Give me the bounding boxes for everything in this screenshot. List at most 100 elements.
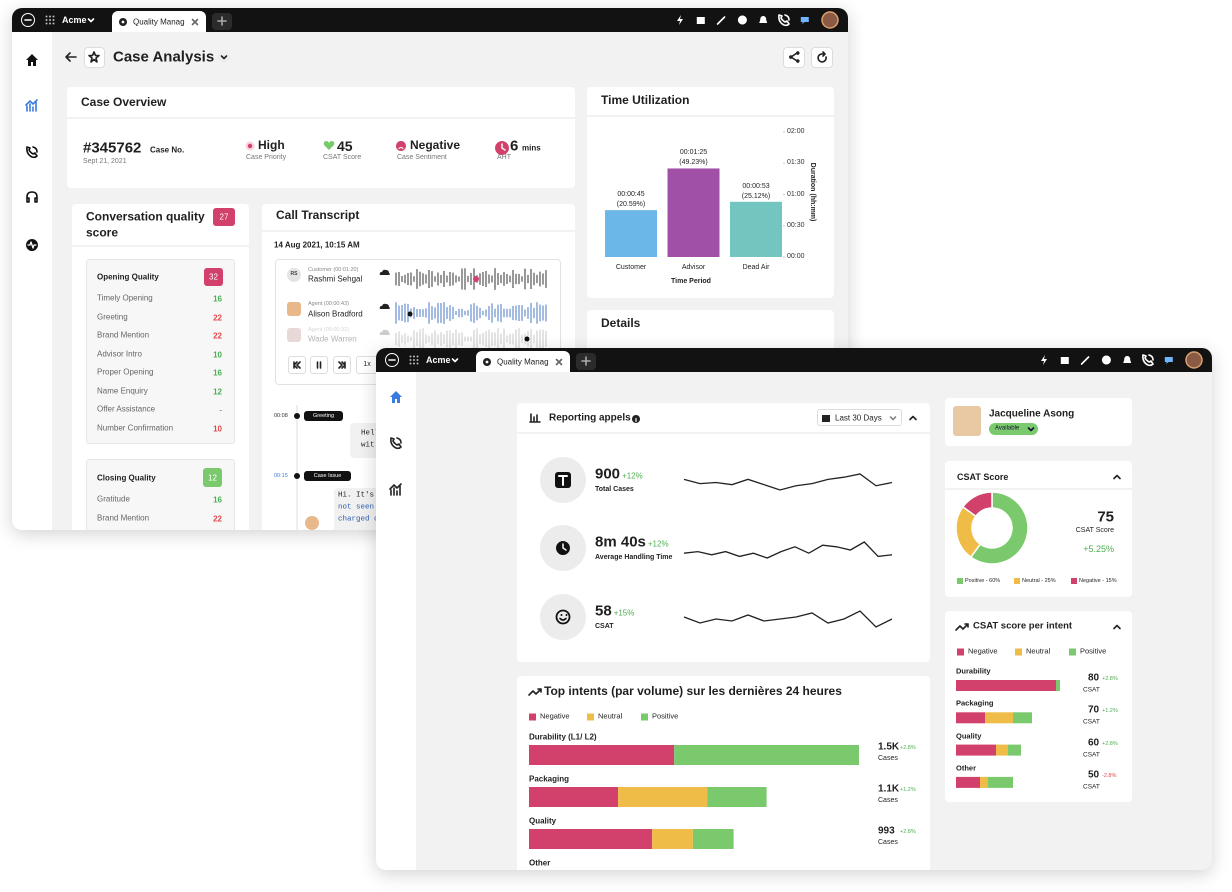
legend-label: Negative [968, 646, 998, 656]
legend-label: Neutral - 25% [1022, 577, 1056, 584]
status-label[interactable]: Available [995, 425, 1020, 432]
csat-intent-card [945, 611, 1132, 802]
stat-label: AHT [497, 153, 511, 161]
criterion-name: Timely Opening [97, 293, 153, 303]
criterion-name: Advisor Intro [97, 348, 142, 358]
y-tick-label: 00:30 [787, 221, 805, 229]
card-title: Case Overview [81, 95, 167, 110]
category-label: Quality [956, 731, 982, 741]
card-title: Top intents (par volume) sur les dernièr… [544, 684, 842, 699]
tab[interactable] [112, 11, 206, 32]
criterion-score: 12 [213, 386, 222, 396]
criterion-name: Greeting [97, 311, 128, 321]
stat-value: 6 [510, 137, 519, 155]
metric-value: 900 [595, 465, 621, 483]
org-name[interactable]: Acme [62, 14, 87, 25]
favorite-button[interactable] [84, 47, 105, 68]
case-id-label: Case No. [150, 145, 185, 155]
value-label: 00:00:53 [742, 182, 770, 190]
event-tag: Case Issue [313, 472, 342, 479]
criterion-score: - [219, 405, 222, 415]
metric-change: +15% [613, 608, 635, 618]
new-tab-button[interactable] [576, 353, 596, 370]
score-badge [213, 208, 235, 226]
intent-score: 60 [1088, 736, 1100, 748]
legend-label: Positive - 60% [965, 577, 1001, 584]
card-title: Call Transcript [276, 208, 360, 223]
message-line: not seen [338, 503, 375, 512]
org-name[interactable]: Acme [426, 354, 451, 365]
speaker-name: Alison Bradford [308, 309, 363, 319]
criterion-score: 22 [213, 312, 222, 322]
title-menu [218, 51, 230, 63]
stat-label: Case Priority [246, 153, 287, 161]
new-tab-button[interactable] [212, 13, 232, 30]
player-button[interactable] [288, 356, 306, 374]
tag-pill [304, 471, 351, 481]
card-title: CSAT score per intent [973, 620, 1073, 632]
case-date: Sept 21, 2021 [83, 157, 127, 165]
y-axis-label: Duration (hh:mm) [809, 162, 817, 222]
criterion-name: Brand Mention [97, 330, 150, 340]
intent-unit: CSAT [1083, 718, 1100, 726]
legend-label: Positive [652, 711, 679, 721]
status-pill[interactable] [989, 423, 1038, 435]
metric-label: Total Cases [595, 485, 634, 493]
icon-part [220, 55, 228, 60]
date-range[interactable]: Last 30 Days [835, 413, 882, 423]
message-line: wit [361, 441, 375, 450]
category-label: Other [529, 858, 551, 868]
criterion-name: Number Confirmation [97, 422, 174, 432]
legend-label: Neutral [598, 711, 623, 721]
intent-score: 70 [1088, 704, 1100, 716]
criterion-score: 16 [213, 294, 222, 304]
category-label: Quality [529, 816, 557, 826]
intent-score: 80 [1088, 672, 1100, 684]
category-label: Packaging [956, 698, 994, 708]
stat-value: High [258, 138, 285, 153]
speaker-name: Rashmi Sehgal [308, 274, 363, 284]
refresh-button[interactable] [811, 47, 833, 68]
legend-label: Negative [540, 711, 570, 721]
profile-avatar [953, 406, 981, 436]
criterion-name: Name Enquiry [97, 385, 148, 395]
score-badge [203, 468, 222, 487]
speaker-name: Wade Warren [308, 334, 357, 344]
tab-title[interactable]: Quality Manag [133, 17, 185, 27]
criterion-score: 16 [213, 495, 222, 505]
stat-label: CSAT Score [323, 153, 362, 161]
criterion-score: 10 [213, 423, 222, 433]
share-label: (20.59%) [616, 201, 646, 209]
total-unit: Cases [878, 754, 898, 762]
metric-value: 58 [595, 602, 612, 620]
score-badge-text: 12 [208, 473, 217, 483]
date-range-dropdown[interactable] [817, 409, 902, 426]
player-button[interactable] [333, 356, 351, 374]
card-title: Time Utilization [601, 93, 690, 108]
stat-value: Negative [410, 138, 461, 153]
card-title: Reporting appels [549, 412, 631, 424]
criterion-score: 22 [213, 331, 222, 341]
intent-unit: CSAT [1083, 750, 1100, 758]
speed-label[interactable]: 1x [363, 360, 371, 368]
total-change: +2.8% [900, 744, 916, 751]
x-tick-label: Advisor [681, 263, 706, 271]
criterion-name: Brand Mention [97, 512, 150, 522]
criterion-score: 16 [213, 368, 222, 378]
intent-score: 50 [1088, 769, 1100, 781]
stat-value: 45 [337, 137, 353, 154]
score-badge-text: 32 [209, 272, 218, 282]
total-value: 1.1K [878, 783, 900, 795]
player-button[interactable] [310, 356, 328, 374]
y-tick-label: 02:00 [787, 127, 805, 135]
event-tag: Greeting [312, 412, 335, 419]
metric-change: +12% [622, 471, 643, 481]
card-title: Details [601, 316, 641, 331]
tab[interactable] [476, 351, 570, 372]
card-title: Conversation quality score [86, 209, 205, 239]
total-unit: Cases [878, 838, 898, 846]
tab-title[interactable]: Quality Manag [497, 357, 549, 367]
share-button[interactable] [783, 47, 805, 68]
total-unit: Cases [878, 796, 898, 804]
